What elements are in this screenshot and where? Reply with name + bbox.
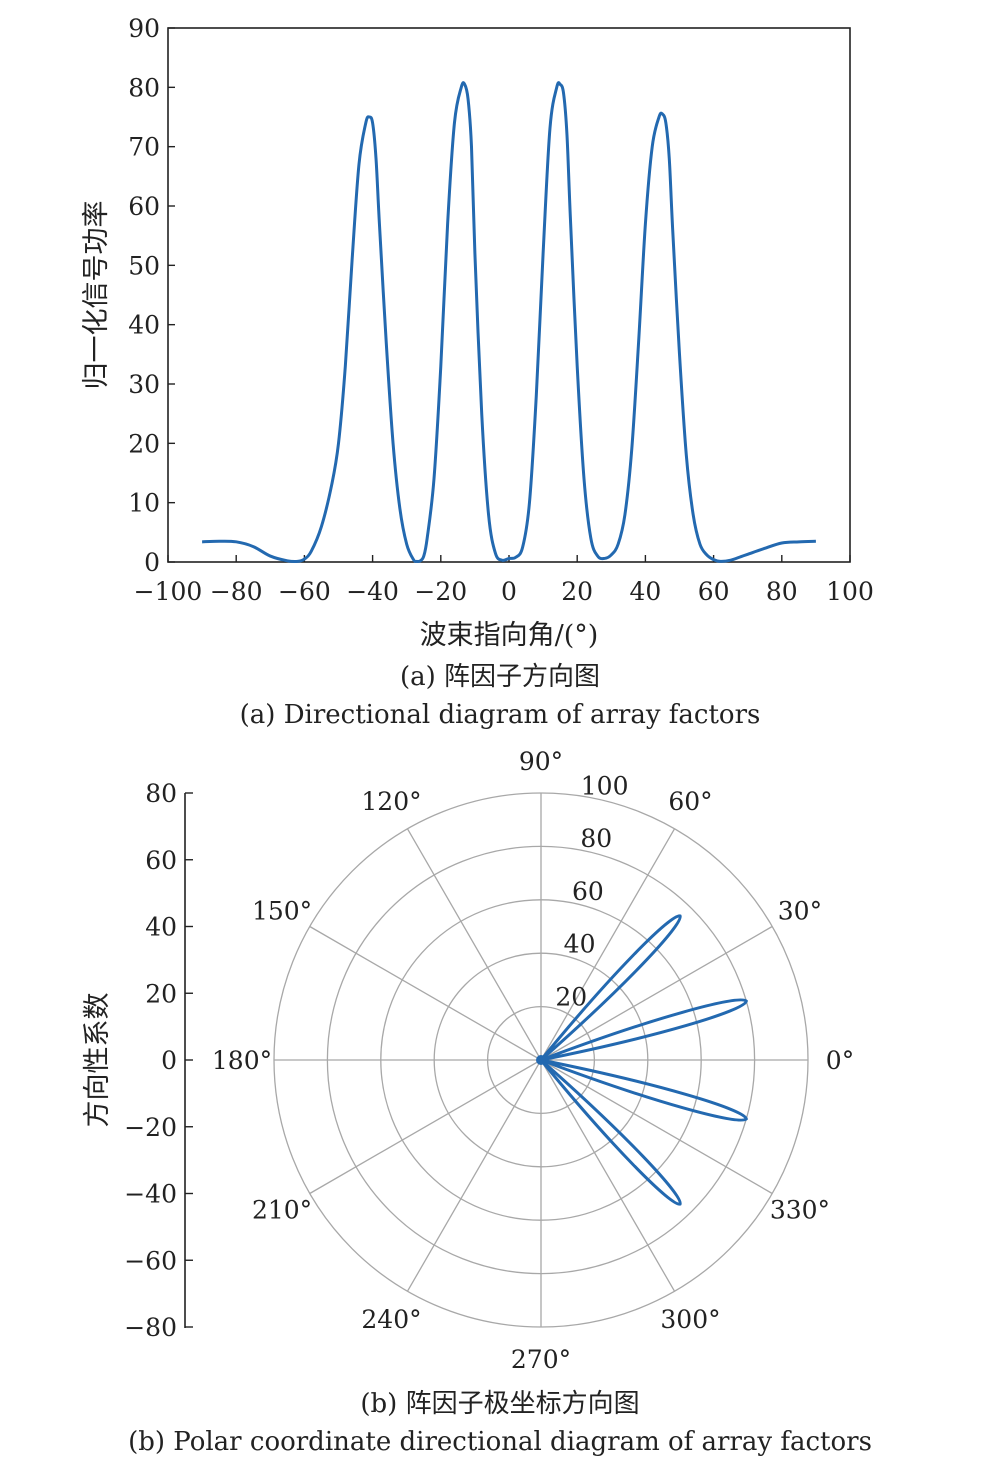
- chart-a-x-tick-label: 60: [698, 577, 730, 606]
- chart-b-radial-tick-label: 100: [581, 771, 629, 800]
- chart-a-x-tick-label: −20: [414, 577, 467, 606]
- chart-a-y-tick-label: 90: [128, 14, 160, 43]
- chart-a-x-tick-label: 40: [629, 577, 661, 606]
- chart-a: 0 10 20 30 40 50 60 70 80 90 −100 −80 −60 −40 −20 0 20 4…: [81, 14, 874, 730]
- chart-b-radial-tick-label: 80: [580, 824, 612, 853]
- chart-b-y-axis-title: 方向性系数: [82, 993, 113, 1128]
- chart-b-angle-label: 90°: [519, 747, 563, 776]
- chart-b-grid-spoke: [540, 925, 773, 1061]
- chart-b-angle-label: 120°: [361, 787, 421, 816]
- chart-a-x-tick-label: −40: [346, 577, 399, 606]
- chart-b-angle-label: 150°: [252, 897, 312, 926]
- chart-a-y-tick-label: 80: [128, 73, 160, 102]
- chart-b-left-tick-label: 80: [145, 779, 177, 808]
- chart-b-grid-spoke: [540, 1059, 773, 1195]
- chart-b-radial-tick-label: 40: [564, 930, 596, 959]
- chart-b-left-tick-label: −20: [124, 1113, 177, 1142]
- chart-b-angle-label: 270°: [511, 1345, 571, 1374]
- chart-a-x-tick-label: 20: [561, 577, 593, 606]
- chart-a-x-tick-label: −100: [134, 577, 203, 606]
- chart-b-angle-label: 330°: [770, 1196, 830, 1225]
- chart-a-x-tick-label: −80: [210, 577, 263, 606]
- chart-b-lobe: [540, 998, 748, 1062]
- chart-b-left-tick-label: −60: [124, 1246, 177, 1275]
- chart-b-grid-spoke: [309, 1059, 542, 1195]
- chart-a-y-tick-label: 20: [128, 429, 160, 458]
- chart-b-lobe: [539, 914, 682, 1062]
- chart-b-left-tick-label: 40: [145, 913, 177, 942]
- chart-b-angle-label: 240°: [361, 1305, 421, 1334]
- chart-b-angle-label: 60°: [668, 787, 712, 816]
- chart-b-lobe: [539, 1058, 682, 1206]
- chart-a-plot-frame: [167, 27, 851, 563]
- chart-b-left-axis-ticks: 80 60 40 20 0 −20 −40 −60 −80: [124, 779, 193, 1342]
- chart-b-radial-tick-label: 20: [555, 982, 587, 1011]
- chart-b-caption-cn: (b) 阵因子极坐标方向图: [360, 1389, 639, 1419]
- chart-b-angle-labels: 0° 30° 60° 90° 120° 150° 180° 210° 240° 270° 300° 3…: [212, 747, 854, 1374]
- chart-b-grid-spoke: [540, 828, 676, 1061]
- chart-b-angle-label: 210°: [252, 1196, 312, 1225]
- chart-b-left-tick-label: 60: [145, 846, 177, 875]
- chart-a-y-ticks: 0 10 20 30 40 50 60 70 80 90: [128, 14, 175, 577]
- chart-b-radial-labels: 20 40 60 80 100: [555, 771, 628, 1011]
- chart-a-y-tick-label: 40: [128, 311, 160, 340]
- chart-b-angle-label: 30°: [778, 897, 822, 926]
- chart-a-y-tick-label: 50: [128, 251, 160, 280]
- chart-a-y-tick-label: 60: [128, 192, 160, 221]
- chart-a-x-tick-label: −60: [278, 577, 331, 606]
- chart-b-caption-en: (b) Polar coordinate directional diagram…: [128, 1427, 872, 1457]
- chart-b-grid-spoke: [540, 1059, 676, 1292]
- chart-b-left-tick-label: −40: [124, 1180, 177, 1209]
- chart-a-x-axis-title: 波束指向角/(°): [420, 620, 599, 651]
- chart-b-lobes: [536, 914, 748, 1206]
- chart-a-x-tick-label: 80: [766, 577, 798, 606]
- chart-b-lobe: [540, 1058, 748, 1122]
- chart-a-caption-cn: (a) 阵因子方向图: [400, 662, 600, 692]
- chart-b-grid-spoke: [406, 1059, 542, 1292]
- chart-a-series-line: [202, 81, 816, 564]
- chart-a-y-axis-title: 归一化信号功率: [81, 201, 112, 390]
- chart-a-x-tick-label: 100: [826, 577, 874, 606]
- chart-a-x-tick-label: 0: [501, 577, 517, 606]
- chart-a-caption-en: (a) Directional diagram of array factors: [240, 700, 761, 730]
- chart-b-radial-tick-label: 60: [572, 877, 604, 906]
- chart-b-angle-label: 0°: [826, 1046, 854, 1075]
- chart-b-angle-label: 180°: [212, 1046, 272, 1075]
- chart-a-x-ticks: −100 −80 −60 −40 −20 0 20 40 60 80 100: [134, 555, 874, 606]
- chart-a-y-tick-label: 10: [128, 489, 160, 518]
- chart-b-polar-grid: [273, 792, 809, 1328]
- chart-b-grid-spoke: [309, 925, 542, 1061]
- chart-a-y-tick-label: 70: [128, 133, 160, 162]
- chart-b-left-tick-label: 20: [145, 979, 177, 1008]
- chart-b-left-tick-label: −80: [124, 1313, 177, 1342]
- chart-a-y-tick-label: 0: [144, 548, 160, 577]
- chart-b-origin-mark: [536, 1055, 546, 1065]
- chart-b-left-tick-label: 0: [161, 1046, 177, 1075]
- chart-b-angle-label: 300°: [660, 1305, 720, 1334]
- chart-b-grid-spoke: [406, 828, 542, 1061]
- chart-a-y-tick-label: 30: [128, 370, 160, 399]
